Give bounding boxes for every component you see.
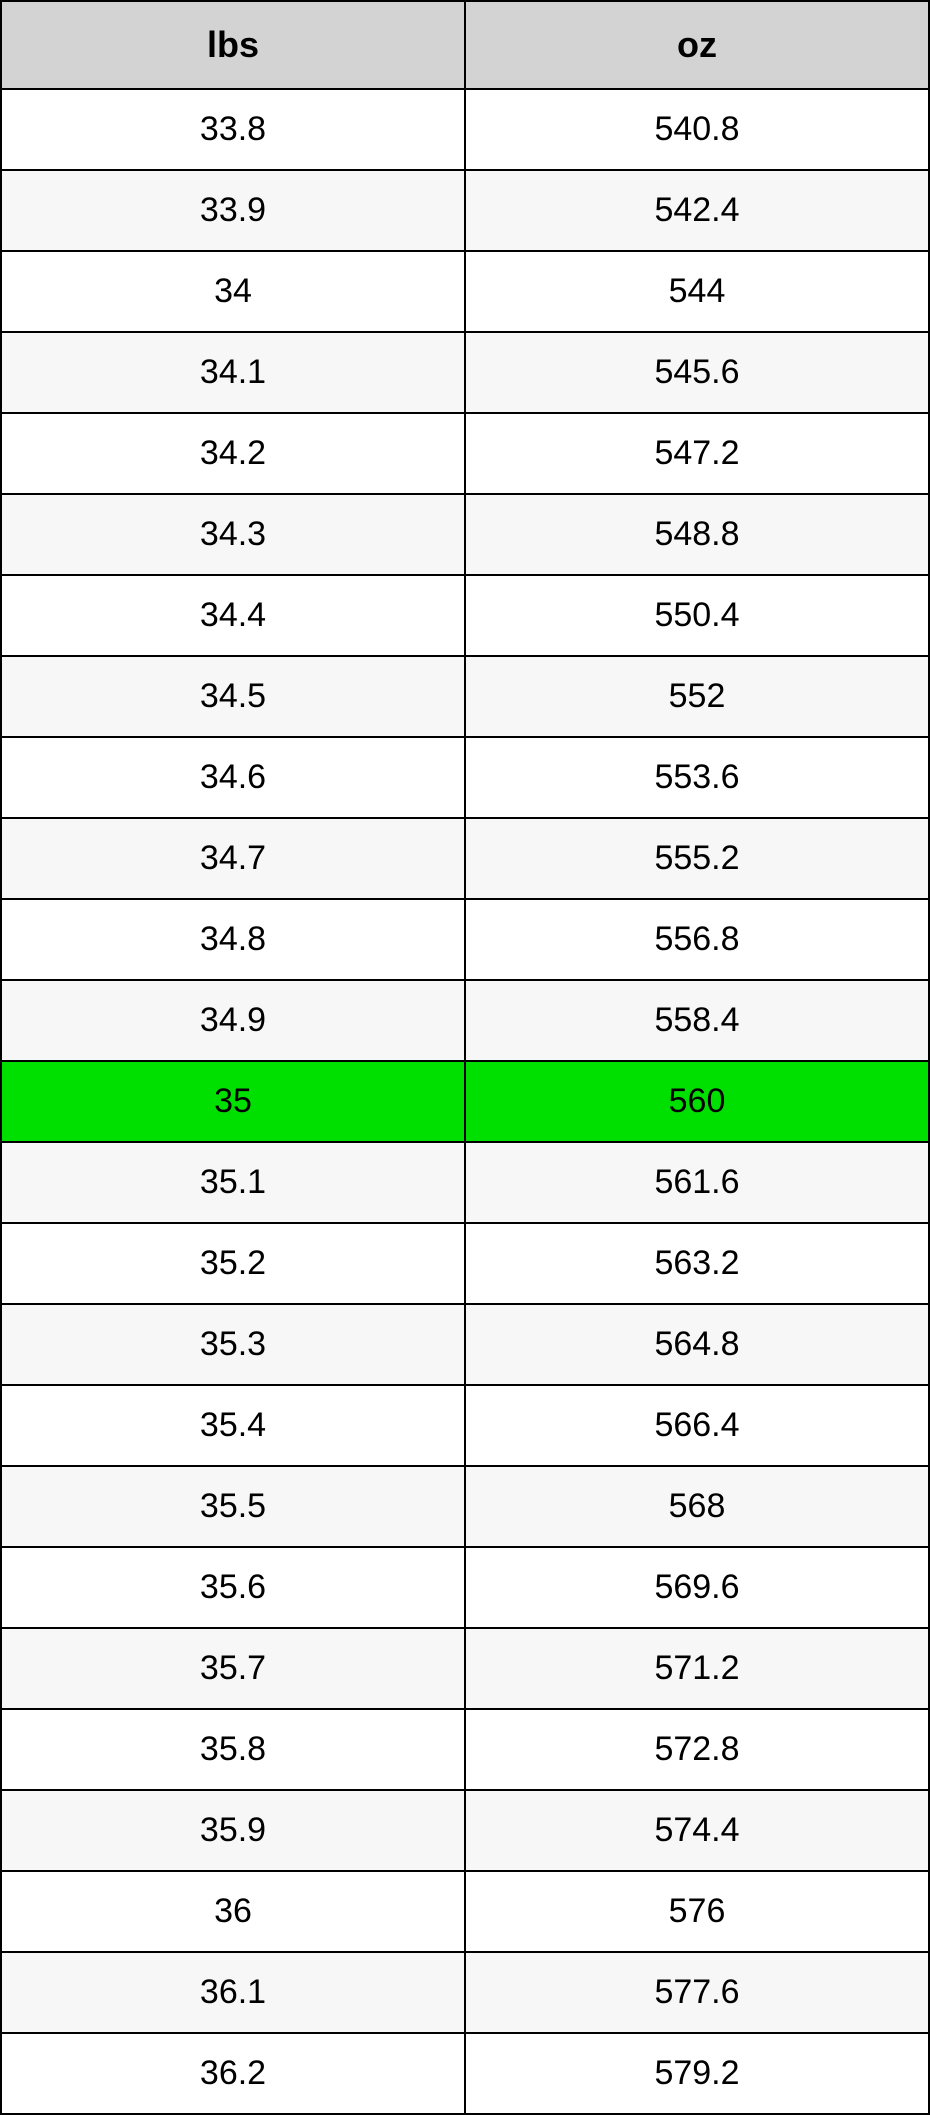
cell-lbs: 34.2: [1, 413, 465, 494]
cell-lbs: 35.2: [1, 1223, 465, 1304]
cell-lbs: 33.9: [1, 170, 465, 251]
cell-lbs: 34.6: [1, 737, 465, 818]
table-row: 35.7571.2: [1, 1628, 929, 1709]
cell-lbs: 33.8: [1, 89, 465, 170]
table-row-highlighted: 35560: [1, 1061, 929, 1142]
cell-lbs: 36.2: [1, 2033, 465, 2114]
cell-oz: 545.6: [465, 332, 929, 413]
cell-lbs: 35.1: [1, 1142, 465, 1223]
table-row: 34.7555.2: [1, 818, 929, 899]
cell-lbs: 34.7: [1, 818, 465, 899]
cell-oz: 568: [465, 1466, 929, 1547]
table-row: 35.8572.8: [1, 1709, 929, 1790]
cell-lbs: 34.8: [1, 899, 465, 980]
cell-oz: 544: [465, 251, 929, 332]
cell-oz: 540.8: [465, 89, 929, 170]
table-row: 34.2547.2: [1, 413, 929, 494]
cell-oz: 574.4: [465, 1790, 929, 1871]
cell-lbs: 34.4: [1, 575, 465, 656]
table-row: 34.1545.6: [1, 332, 929, 413]
cell-oz: 553.6: [465, 737, 929, 818]
cell-oz: 560: [465, 1061, 929, 1142]
table-row: 36576: [1, 1871, 929, 1952]
cell-oz: 556.8: [465, 899, 929, 980]
table-body: 33.8540.8 33.9542.4 34544 34.1545.6 34.2…: [1, 89, 929, 2114]
cell-lbs: 34.3: [1, 494, 465, 575]
cell-lbs: 34.1: [1, 332, 465, 413]
cell-lbs: 34: [1, 251, 465, 332]
cell-oz: 550.4: [465, 575, 929, 656]
cell-oz: 564.8: [465, 1304, 929, 1385]
cell-lbs: 35: [1, 1061, 465, 1142]
column-header-lbs: lbs: [1, 1, 465, 89]
conversion-table: lbs oz 33.8540.8 33.9542.4 34544 34.1545…: [0, 0, 930, 2115]
cell-oz: 577.6: [465, 1952, 929, 2033]
cell-lbs: 35.6: [1, 1547, 465, 1628]
cell-lbs: 35.3: [1, 1304, 465, 1385]
cell-oz: 563.2: [465, 1223, 929, 1304]
table-row: 35.1561.6: [1, 1142, 929, 1223]
cell-lbs: 35.8: [1, 1709, 465, 1790]
table-row: 35.4566.4: [1, 1385, 929, 1466]
cell-lbs: 36: [1, 1871, 465, 1952]
table-row: 35.3564.8: [1, 1304, 929, 1385]
cell-lbs: 35.7: [1, 1628, 465, 1709]
table-row: 35.9574.4: [1, 1790, 929, 1871]
cell-oz: 576: [465, 1871, 929, 1952]
cell-oz: 579.2: [465, 2033, 929, 2114]
cell-oz: 548.8: [465, 494, 929, 575]
table-row: 36.2579.2: [1, 2033, 929, 2114]
cell-oz: 561.6: [465, 1142, 929, 1223]
table-row: 33.8540.8: [1, 89, 929, 170]
table-row: 34.5552: [1, 656, 929, 737]
table-row: 36.1577.6: [1, 1952, 929, 2033]
table-row: 34544: [1, 251, 929, 332]
column-header-oz: oz: [465, 1, 929, 89]
cell-oz: 552: [465, 656, 929, 737]
table-row: 35.6569.6: [1, 1547, 929, 1628]
cell-oz: 555.2: [465, 818, 929, 899]
cell-oz: 569.6: [465, 1547, 929, 1628]
cell-lbs: 35.4: [1, 1385, 465, 1466]
table-row: 34.8556.8: [1, 899, 929, 980]
cell-oz: 571.2: [465, 1628, 929, 1709]
cell-lbs: 35.9: [1, 1790, 465, 1871]
cell-oz: 566.4: [465, 1385, 929, 1466]
cell-oz: 558.4: [465, 980, 929, 1061]
table-row: 34.9558.4: [1, 980, 929, 1061]
table-row: 35.5568: [1, 1466, 929, 1547]
table-row: 34.4550.4: [1, 575, 929, 656]
cell-oz: 572.8: [465, 1709, 929, 1790]
cell-lbs: 34.5: [1, 656, 465, 737]
cell-lbs: 34.9: [1, 980, 465, 1061]
cell-lbs: 35.5: [1, 1466, 465, 1547]
cell-oz: 547.2: [465, 413, 929, 494]
table-row: 34.3548.8: [1, 494, 929, 575]
cell-lbs: 36.1: [1, 1952, 465, 2033]
table-row: 35.2563.2: [1, 1223, 929, 1304]
cell-oz: 542.4: [465, 170, 929, 251]
table-header-row: lbs oz: [1, 1, 929, 89]
table-row: 34.6553.6: [1, 737, 929, 818]
table-row: 33.9542.4: [1, 170, 929, 251]
